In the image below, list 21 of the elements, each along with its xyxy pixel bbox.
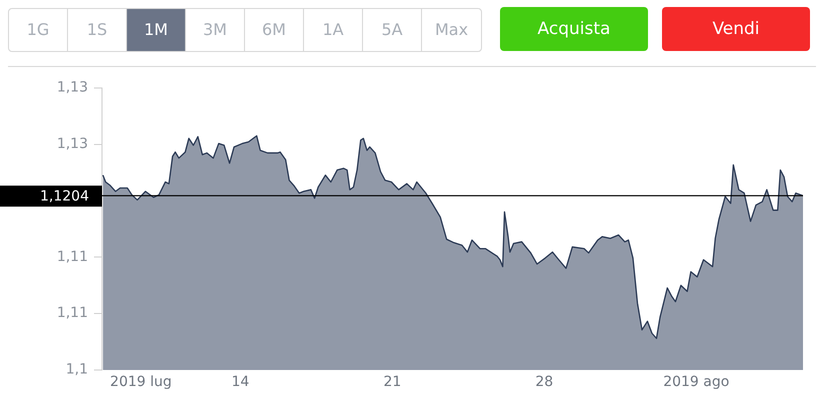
x-tick-label: 2019 ago: [663, 374, 730, 390]
y-tick-label: 1,1: [66, 362, 88, 378]
y-tick-label: 1,11: [56, 248, 88, 265]
x-tick-label: 2019 lug: [110, 374, 172, 390]
text: Vendi: [662, 7, 810, 51]
x-tick-label: 28: [535, 374, 554, 390]
y-tick-label: 1,11: [56, 305, 88, 322]
text: 1A: [304, 9, 363, 51]
text: 1M: [127, 9, 186, 51]
y-tick-label: 1,13: [56, 80, 88, 96]
x-tick-label: 21: [383, 374, 402, 390]
y-tick-label: 1,13: [56, 136, 88, 152]
text: Max: [434, 19, 470, 41]
text: 6M: [245, 9, 304, 51]
text: 1G: [9, 9, 68, 51]
text: 5A: [363, 9, 422, 51]
text: Acquista: [500, 7, 648, 51]
text: 3M: [186, 9, 245, 51]
ref-line-label: 1,1204: [40, 188, 90, 204]
text: 1S: [68, 9, 127, 51]
x-tick-label: 14: [231, 374, 250, 390]
